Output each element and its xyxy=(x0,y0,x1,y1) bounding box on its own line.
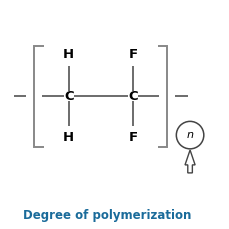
Text: H: H xyxy=(63,49,74,61)
Text: n: n xyxy=(187,130,194,140)
Text: C: C xyxy=(64,90,74,103)
Text: H: H xyxy=(63,131,74,144)
Text: F: F xyxy=(128,49,137,61)
Text: F: F xyxy=(128,131,137,144)
Text: C: C xyxy=(128,90,138,103)
Polygon shape xyxy=(185,150,195,173)
Text: Degree of polymerization: Degree of polymerization xyxy=(23,209,192,222)
